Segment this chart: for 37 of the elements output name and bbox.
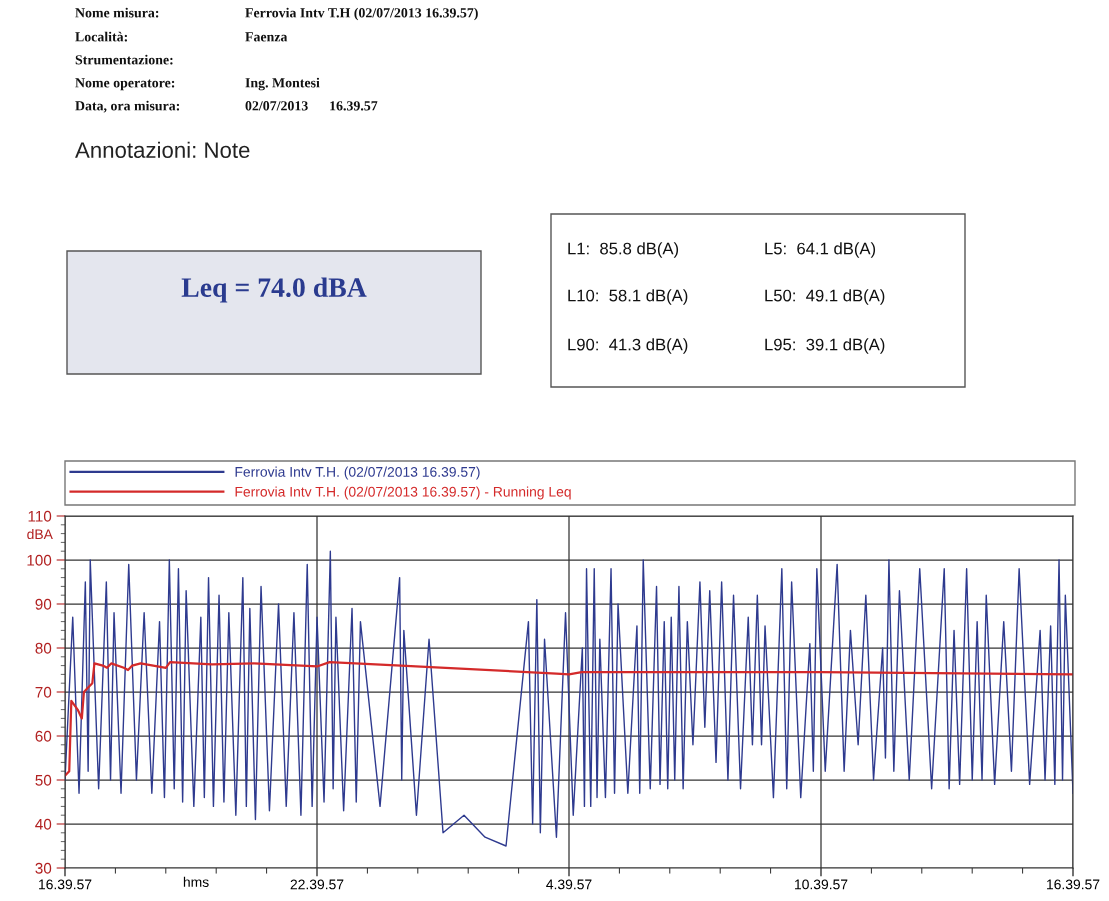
y-tick-label: 70 <box>35 686 52 698</box>
text: Ing. Montesi <box>245 77 320 91</box>
x-tick-label: 16.39.57 <box>39 879 92 890</box>
y-tick-label: 80 <box>35 642 52 654</box>
text: Nome operatore: <box>75 78 175 91</box>
y-tick-label: 90 <box>35 598 52 610</box>
text: 02/07/2013 16.39.57 <box>245 101 378 111</box>
y-tick-label: 100 <box>27 554 52 566</box>
y-tick-label: 40 <box>35 818 52 830</box>
text: Faenza <box>245 32 288 42</box>
y-tick-label: 110 <box>28 510 52 522</box>
text: Ferrovia Intv T.H. (02/07/2013 16.39.57) - Running Leq <box>235 486 571 500</box>
y-tick-label: 30 <box>35 862 52 874</box>
text: Ferrovia Intv T.H (02/07/2013 16.39.57) <box>245 7 478 21</box>
line-series <box>65 660 1073 777</box>
text: L10: 58.1 dB(A) <box>568 289 688 305</box>
y-tick-label: 60 <box>35 730 52 742</box>
text: Data, ora misura: <box>75 100 180 113</box>
text: Strumentazione: <box>75 54 173 65</box>
y-tick-label: 50 <box>35 774 52 786</box>
text: Nome misura: <box>75 7 159 18</box>
line-series <box>65 550 1073 847</box>
x-axis-title: hms <box>183 876 209 887</box>
x-tick-label: 22.39.57 <box>290 879 344 890</box>
text: L95: 39.1 dB(A) <box>765 338 885 354</box>
y-axis-title: dBA <box>27 528 53 540</box>
text: Ferrovia Intv T.H. (02/07/2013 16.39.57) <box>235 466 480 480</box>
text: Località: <box>75 31 127 42</box>
text: L1: 85.8 dB(A) <box>568 242 679 258</box>
text: Annotazioni: Note <box>75 141 250 158</box>
text: L50: 49.1 dB(A) <box>765 289 885 305</box>
text: L90: 41.3 dB(A) <box>568 338 688 354</box>
text: L5: 64.1 dB(A) <box>765 242 876 258</box>
text: Leq = 74.0 dBA <box>181 277 367 303</box>
x-tick-label: 10.39.57 <box>795 879 848 890</box>
x-tick-label: 4.39.57 <box>546 879 592 890</box>
x-tick-label: 16.39.57 <box>1047 879 1100 890</box>
